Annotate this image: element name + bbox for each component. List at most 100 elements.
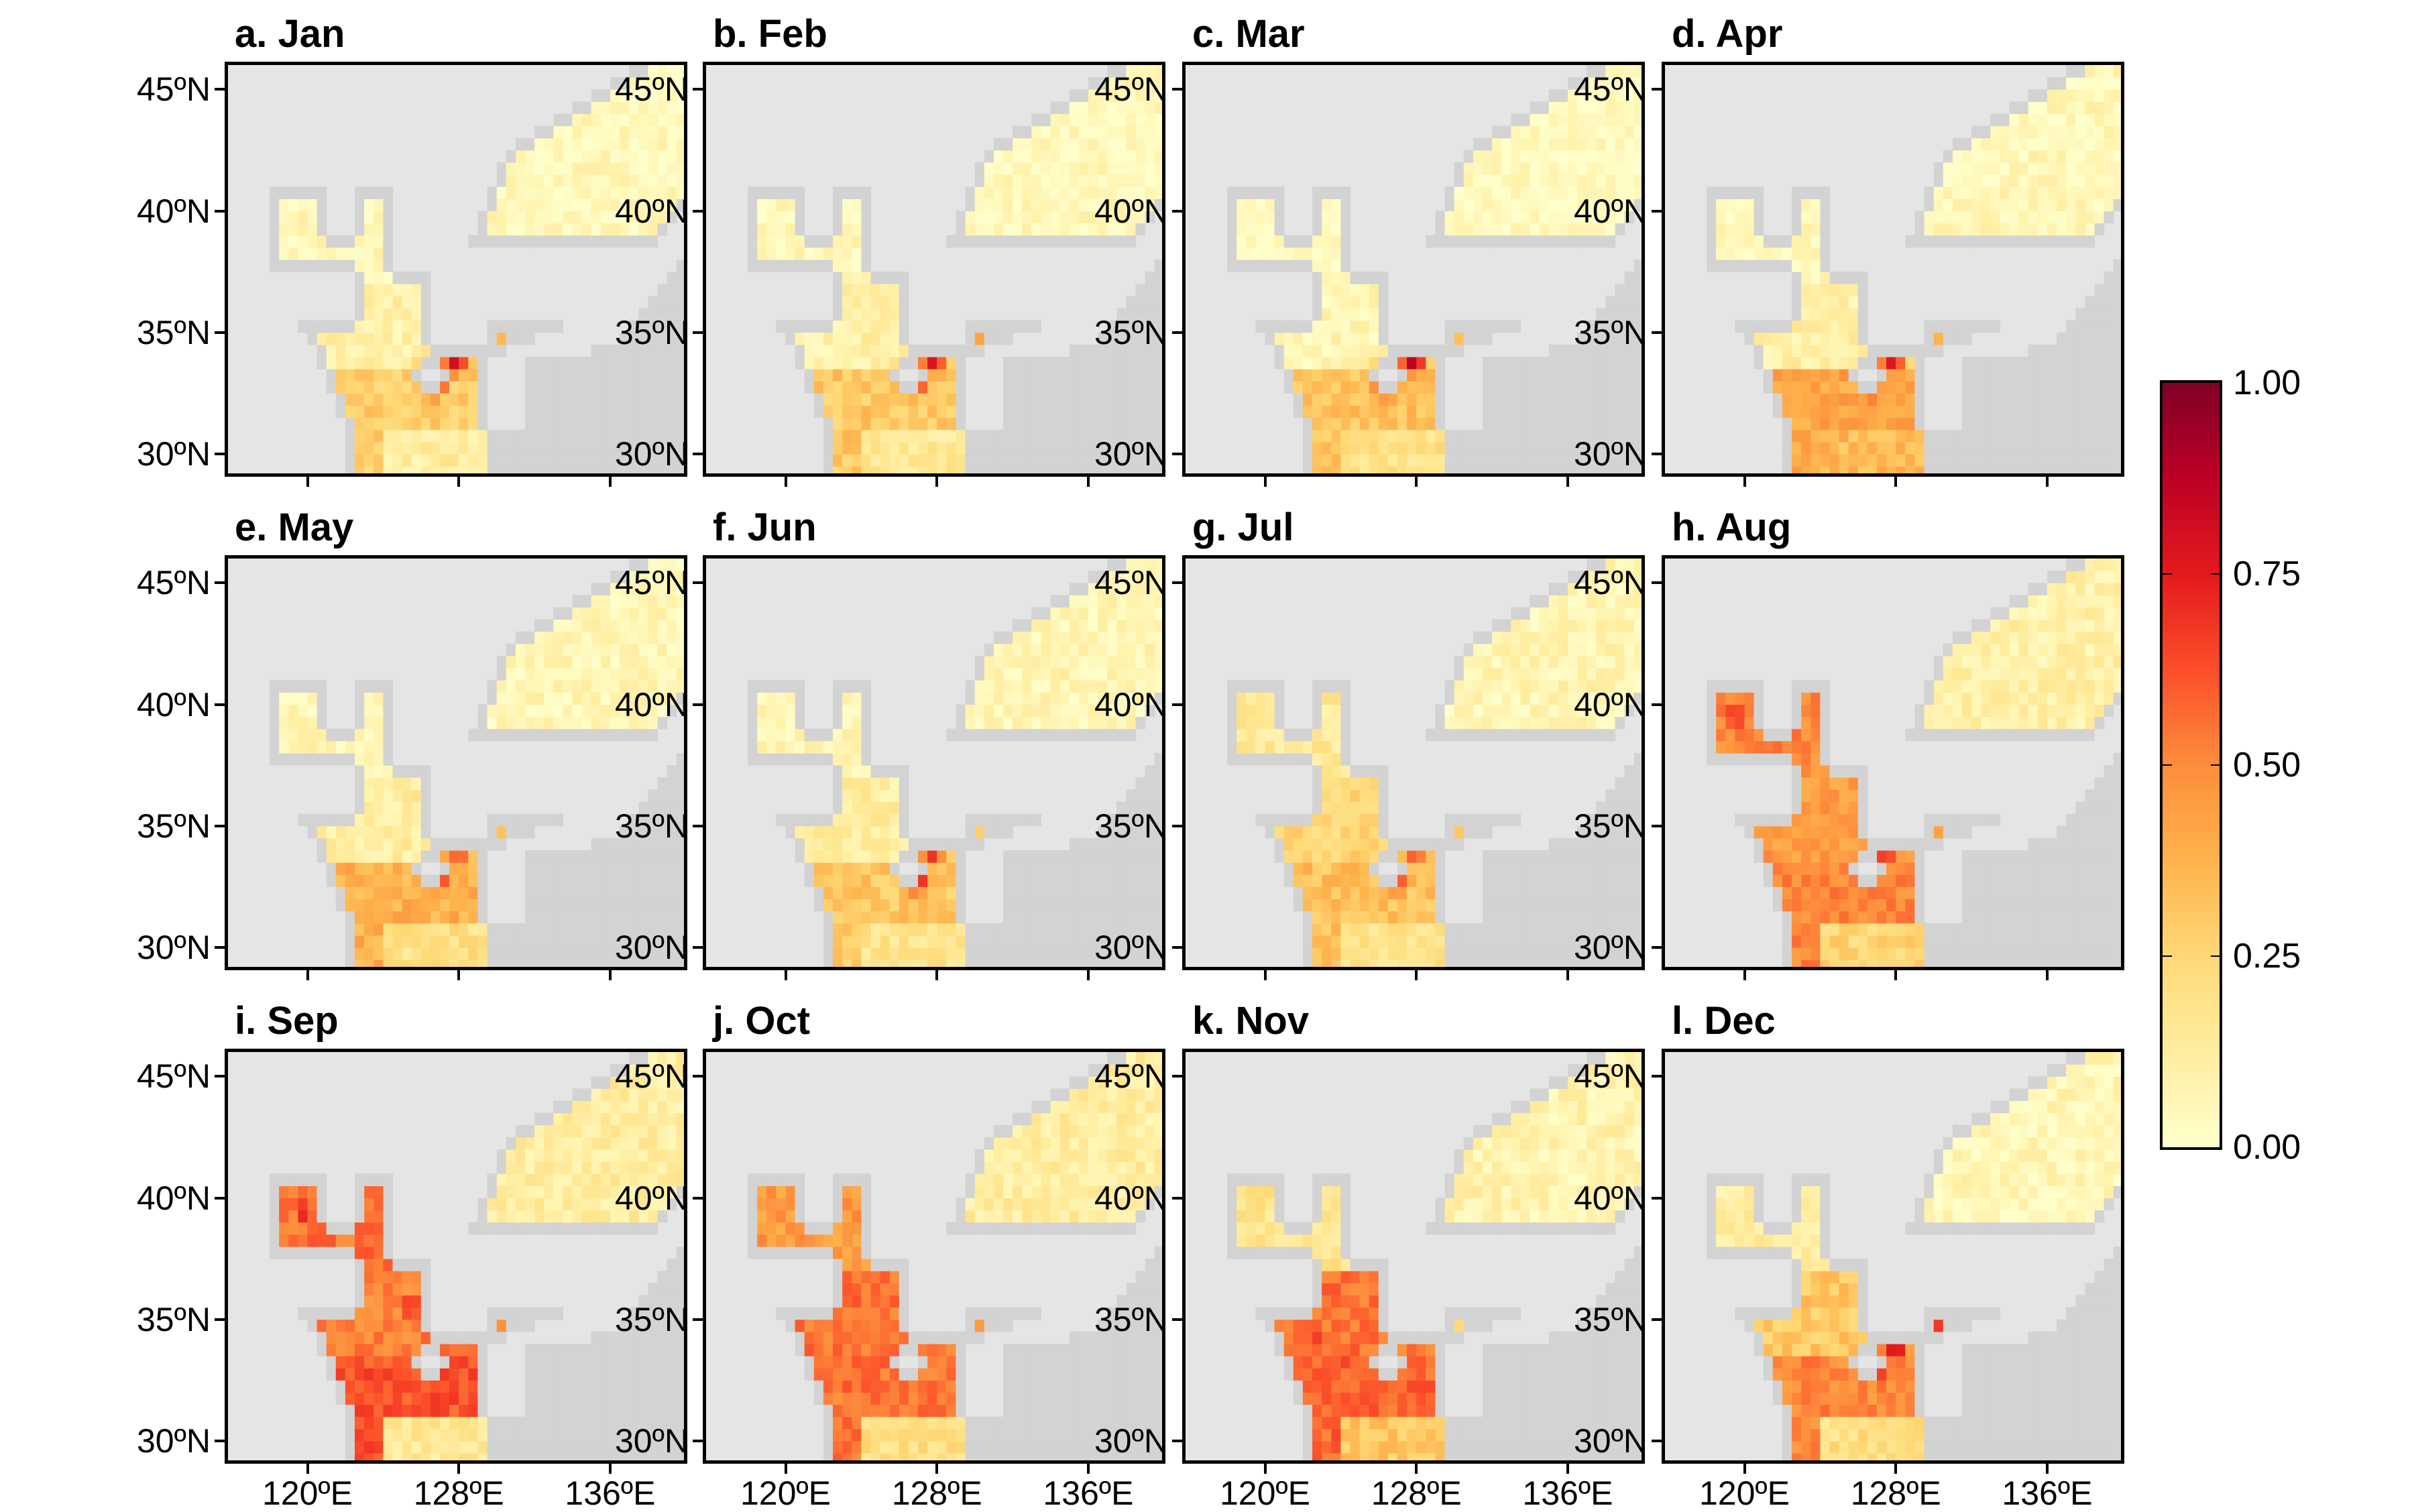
no-data-cell	[975, 454, 985, 467]
heat-cell	[477, 923, 487, 936]
heat-cell	[1340, 442, 1350, 455]
no-data-cell	[629, 393, 639, 406]
heat-cell	[1773, 247, 1783, 260]
no-data-cell	[1031, 947, 1041, 960]
heat-cell	[402, 874, 412, 887]
heat-cell	[534, 644, 544, 656]
no-data-cell	[468, 345, 478, 357]
heat-cell	[449, 886, 459, 899]
heat-cell	[393, 357, 403, 369]
heat-cell	[757, 692, 767, 705]
heat-cell	[279, 717, 289, 730]
no-data-cell	[2085, 357, 2095, 369]
no-data-cell	[487, 947, 498, 960]
heat-cell	[412, 802, 422, 815]
heat-cell	[1745, 198, 1755, 211]
heat-cell	[1397, 406, 1407, 418]
no-data-cell	[327, 874, 337, 887]
heat-cell	[1303, 345, 1313, 357]
heat-cell	[591, 607, 601, 620]
heat-cell	[1145, 114, 1155, 127]
heat-cell	[430, 442, 441, 455]
heat-cell	[525, 150, 535, 163]
heat-cell	[1350, 357, 1361, 369]
heat-cell	[786, 741, 796, 754]
heat-cell	[620, 114, 630, 127]
heat-cell	[1237, 223, 1247, 236]
heat-cell	[1265, 211, 1275, 224]
heat-cell	[776, 211, 786, 224]
no-data-cell	[1312, 223, 1322, 236]
no-data-cell	[544, 321, 554, 333]
no-data-cell	[1953, 430, 1963, 443]
heat-cell	[364, 777, 374, 790]
no-data-cell	[1962, 333, 1972, 345]
heat-cell	[861, 381, 871, 394]
no-data-cell	[563, 466, 573, 473]
heat-cell	[393, 802, 403, 815]
heat-cell	[2085, 211, 2095, 224]
heat-cell	[468, 911, 478, 924]
heat-cell	[946, 357, 956, 369]
no-data-cell	[667, 418, 677, 430]
heat-cell	[1801, 333, 1811, 345]
heat-cell	[899, 430, 909, 443]
heat-cell	[966, 223, 976, 236]
no-data-cell	[1022, 430, 1032, 443]
heat-cell	[1003, 680, 1013, 693]
heat-cell	[383, 369, 393, 382]
heat-cell	[861, 430, 871, 443]
no-data-cell	[984, 333, 994, 345]
heat-cell	[648, 620, 658, 632]
heat-cell	[1981, 138, 1991, 151]
no-data-cell	[994, 235, 1004, 248]
no-data-cell	[1013, 430, 1023, 443]
heat-cell	[591, 138, 601, 151]
heat-cell	[1773, 345, 1783, 357]
no-data-cell	[610, 406, 620, 418]
heat-cell	[1725, 247, 1735, 260]
heat-cell	[1107, 668, 1117, 681]
heat-cell	[833, 814, 843, 827]
heat-cell	[842, 235, 852, 248]
no-data-cell	[748, 753, 758, 766]
heat-cell	[1331, 198, 1341, 211]
no-data-cell	[937, 345, 947, 357]
heat-cell	[1003, 717, 1013, 730]
no-data-cell	[833, 272, 843, 284]
heat-cell	[776, 705, 786, 717]
no-data-cell	[544, 418, 554, 430]
heat-cell	[1924, 211, 1935, 224]
heat-cell	[402, 826, 412, 839]
heat-cell	[890, 430, 900, 443]
heat-cell	[402, 296, 412, 308]
heat-cell	[1558, 114, 1568, 127]
heat-cell	[871, 296, 881, 308]
no-data-cell	[601, 418, 611, 430]
heat-cell	[1764, 247, 1774, 260]
heat-cell	[298, 717, 308, 730]
heat-cell	[1312, 418, 1322, 430]
no-data-cell	[1041, 850, 1051, 863]
heat-cell	[1407, 442, 1417, 455]
no-data-cell	[553, 729, 563, 742]
heat-cell	[861, 777, 871, 790]
no-data-cell	[1003, 862, 1013, 875]
heat-cell	[440, 874, 450, 887]
no-data-cell	[966, 826, 976, 839]
heat-cell	[871, 947, 881, 960]
heat-cell	[852, 357, 862, 369]
no-data-cell	[956, 886, 966, 899]
no-data-cell	[677, 753, 684, 766]
no-data-cell	[1605, 235, 1615, 248]
no-data-cell	[899, 272, 909, 284]
no-data-cell	[534, 442, 544, 455]
no-data-cell	[1464, 321, 1474, 333]
heat-cell	[1369, 381, 1379, 394]
no-data-cell	[1041, 923, 1051, 936]
heat-cell	[345, 406, 355, 418]
no-data-cell	[984, 466, 994, 473]
no-data-cell	[975, 923, 985, 936]
no-data-cell	[1031, 393, 1041, 406]
heat-cell	[1340, 296, 1350, 308]
